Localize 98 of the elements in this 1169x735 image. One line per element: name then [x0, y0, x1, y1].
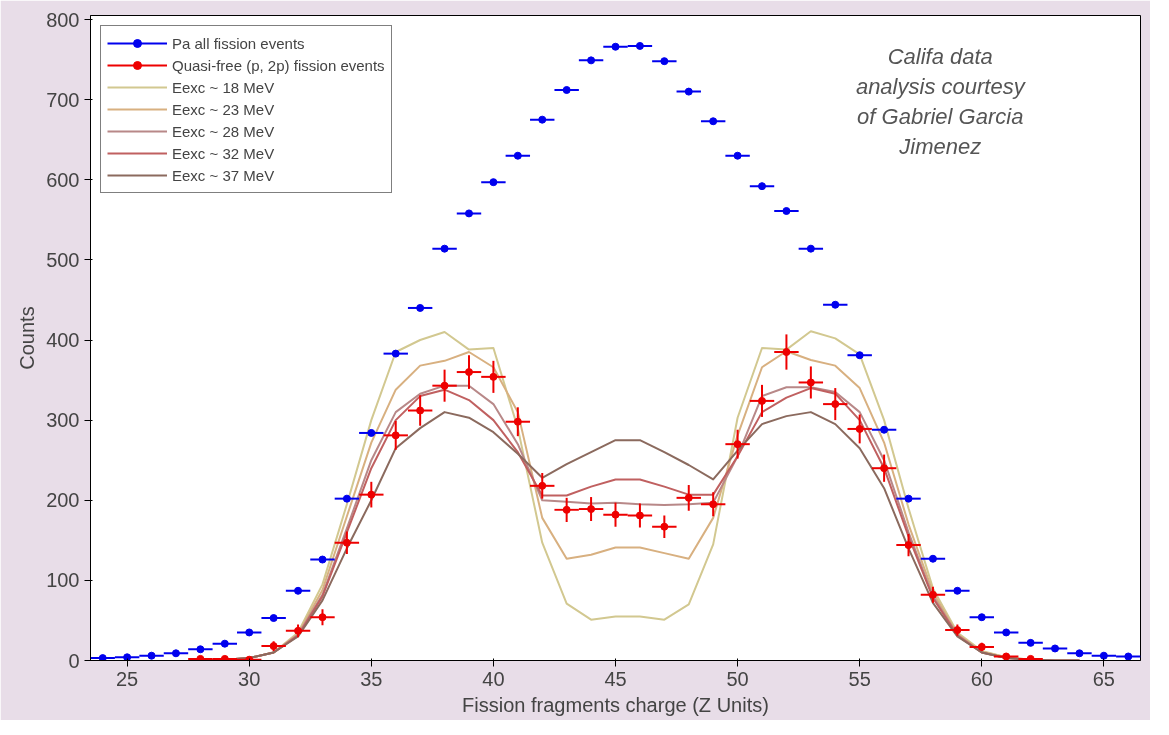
- legend-label: Eexc ~ 18 MeV: [172, 77, 275, 98]
- point: [513, 151, 522, 160]
- point: [587, 505, 596, 514]
- point: [367, 490, 376, 499]
- x-axis-title: Fission fragments charge (Z Units): [462, 693, 769, 716]
- x-tick-label: 60: [970, 667, 993, 690]
- point: [391, 349, 400, 358]
- point: [440, 381, 449, 390]
- point: [733, 151, 742, 160]
- point: [880, 425, 889, 434]
- point: [611, 510, 620, 519]
- x-tick-label: 50: [726, 667, 749, 690]
- point: [1099, 651, 1108, 660]
- point: [562, 505, 571, 514]
- point: [367, 428, 376, 437]
- legend-label: Eexc ~ 23 MeV: [172, 99, 275, 120]
- point: [489, 372, 498, 381]
- point: [733, 440, 742, 449]
- point: [709, 117, 718, 126]
- y-tick-label: 100: [46, 569, 80, 592]
- point: [391, 431, 400, 440]
- point: [684, 493, 693, 502]
- point: [880, 464, 889, 473]
- point: [1026, 638, 1035, 647]
- point: [1051, 644, 1060, 653]
- point: [977, 613, 986, 622]
- point: [171, 649, 180, 658]
- legend-label: Eexc ~ 28 MeV: [172, 121, 275, 142]
- point: [928, 590, 937, 599]
- x-tick-label: 55: [848, 667, 871, 690]
- point: [782, 348, 791, 357]
- point: [464, 368, 473, 377]
- legend-label: Pa all fission events: [172, 33, 305, 54]
- point: [538, 115, 547, 124]
- point: [1124, 652, 1133, 661]
- y-tick-label: 800: [46, 8, 80, 31]
- point: [464, 209, 473, 218]
- point: [635, 41, 644, 50]
- point: [684, 87, 693, 96]
- point: [1002, 628, 1011, 637]
- point: [196, 645, 205, 654]
- point: [806, 244, 815, 253]
- point: [806, 378, 815, 387]
- y-tick-label: 400: [46, 329, 80, 351]
- point: [318, 555, 327, 564]
- x-tick-label: 30: [238, 667, 261, 690]
- y-tick-label: 600: [46, 168, 80, 191]
- annotation: Califa data analysis courtesy of Gabriel Garcia Jimenez: [855, 43, 1027, 159]
- point: [538, 481, 547, 490]
- legend-label: Eexc ~ 32 MeV: [172, 143, 275, 164]
- y-tick-label: 300: [46, 409, 80, 432]
- point: [318, 613, 327, 622]
- legend-label: Eexc ~ 37 MeV: [172, 165, 275, 186]
- x-tick-label: 35: [360, 667, 383, 690]
- point: [1075, 649, 1084, 658]
- point: [294, 586, 303, 595]
- legend-label: Quasi-free (p, 2p) fission events: [172, 55, 385, 76]
- point: [294, 626, 303, 635]
- point: [513, 417, 522, 426]
- x-tick-label: 65: [1092, 667, 1115, 690]
- y-tick-label: 200: [46, 489, 80, 512]
- y-tick-label: 0: [68, 649, 80, 672]
- y-tick-label: 500: [46, 248, 80, 271]
- point: [758, 396, 767, 405]
- point: [587, 56, 596, 65]
- point: [831, 400, 840, 409]
- point: [660, 522, 669, 531]
- point: [98, 654, 107, 661]
- point: [660, 57, 669, 66]
- x-tick-label: 40: [482, 667, 505, 690]
- point: [489, 178, 498, 187]
- point: [831, 300, 840, 309]
- point: [953, 586, 962, 595]
- point: [904, 541, 913, 550]
- point: [269, 614, 278, 623]
- point: [904, 494, 913, 503]
- point: [123, 653, 132, 661]
- point: [562, 86, 571, 95]
- y-tick-label: 700: [46, 88, 80, 111]
- point: [416, 303, 425, 312]
- point: [416, 406, 425, 415]
- point: [758, 182, 767, 191]
- point: [342, 494, 351, 503]
- point: [611, 42, 620, 51]
- point: [855, 351, 864, 360]
- point: [245, 628, 254, 637]
- point: [440, 244, 449, 253]
- point: [635, 511, 644, 520]
- point: [782, 207, 791, 215]
- point: [342, 538, 351, 547]
- x-tick-label: 45: [604, 667, 627, 690]
- point: [709, 500, 718, 509]
- point: [855, 424, 864, 433]
- point: [928, 554, 937, 563]
- point: [147, 651, 156, 660]
- point: [220, 639, 229, 648]
- x-tick-label: 25: [116, 667, 139, 690]
- y-axis-title: Counts: [16, 306, 39, 370]
